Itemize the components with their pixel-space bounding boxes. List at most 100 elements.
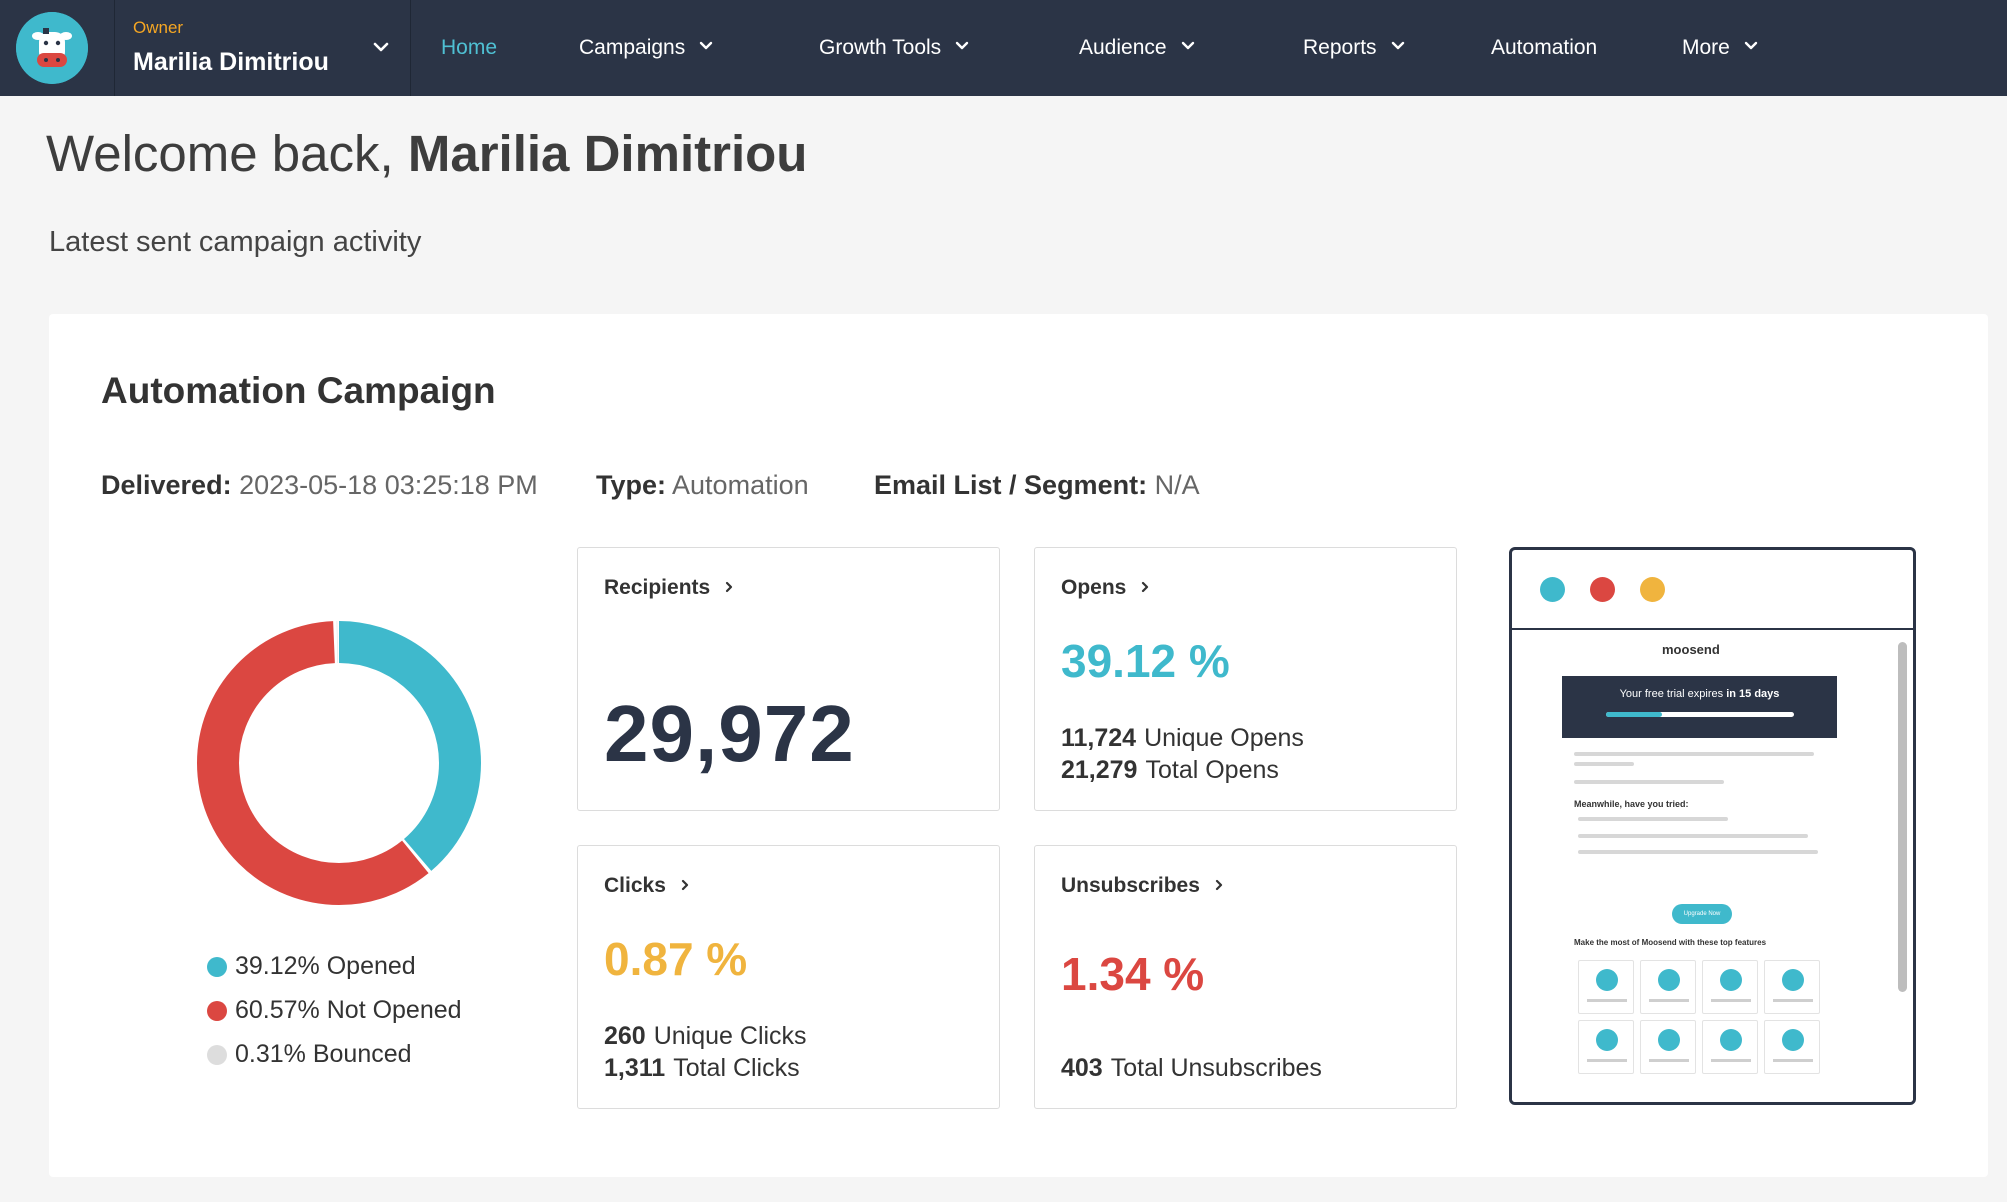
feature-tile xyxy=(1640,1020,1696,1074)
feature-tile xyxy=(1702,960,1758,1014)
unique-opens: 11,724 Unique Opens xyxy=(1061,724,1304,753)
feature-icon xyxy=(1658,1029,1680,1051)
unsubscribes-percent: 1.34 % xyxy=(1061,948,1205,1000)
text-line xyxy=(1574,762,1634,766)
unsubscribes-stat-card: Unsubscribes 1.34 % 403 Total Unsubscribe… xyxy=(1034,845,1457,1109)
feature-tile xyxy=(1578,1020,1634,1074)
total-clicks-num: 1,311 xyxy=(604,1054,666,1082)
chevron-down-icon xyxy=(700,42,713,50)
trial-banner: Your free trial expires in 15 days xyxy=(1562,676,1837,738)
nav-audience-label: Audience xyxy=(1079,36,1167,59)
recipients-title: Recipients xyxy=(604,576,711,599)
chevron-right-icon xyxy=(726,581,733,593)
unique-clicks-num: 260 xyxy=(604,1022,646,1050)
opens-title-link[interactable]: Opens xyxy=(1061,576,1152,600)
type-label: Type: xyxy=(596,470,667,500)
nav-more[interactable]: More xyxy=(1682,0,1760,96)
preview-window-titlebar xyxy=(1512,550,1913,630)
nav-home[interactable]: Home xyxy=(441,0,497,96)
feature-icon xyxy=(1782,1029,1804,1051)
unique-clicks-label: Unique Clicks xyxy=(653,1022,807,1050)
opens-donut-chart xyxy=(197,621,481,905)
recipients-count: 29,972 xyxy=(604,689,855,778)
campaign-card: Automation Campaign Delivered: 2023-05-1… xyxy=(49,314,1988,1177)
total-clicks-label: Total Clicks xyxy=(673,1054,800,1082)
recipients-stat-card: Recipients 29,972 xyxy=(577,547,1000,811)
nav-reports-label: Reports xyxy=(1303,36,1377,59)
feature-icon xyxy=(1782,969,1804,991)
nav-home-label: Home xyxy=(441,36,498,59)
total-opens-label: Total Opens xyxy=(1145,756,1279,784)
trial-banner-bold: in 15 days xyxy=(1726,688,1780,700)
window-dot-teal xyxy=(1540,577,1565,602)
chevron-right-icon xyxy=(1215,879,1222,891)
recipients-title-link[interactable]: Recipients xyxy=(604,576,736,600)
preview-scrollbar[interactable] xyxy=(1898,642,1907,992)
chevron-down-icon xyxy=(373,42,389,52)
total-opens: 21,279 Total Opens xyxy=(1061,756,1279,785)
cow-logo-icon xyxy=(16,12,88,84)
feature-tile xyxy=(1702,1020,1758,1074)
trial-banner-prefix: Your free trial expires xyxy=(1619,688,1724,700)
chevron-down-icon xyxy=(1744,42,1758,50)
unsubscribes-title-link[interactable]: Unsubscribes xyxy=(1061,874,1226,898)
email-preview-window[interactable]: moosend Your free trial expires in 15 da… xyxy=(1509,547,1916,1105)
delivered-label: Delivered: xyxy=(101,470,232,500)
chevron-down-icon xyxy=(955,42,969,50)
moosend-logo: moosend xyxy=(1662,642,1720,657)
total-clicks: 1,311 Total Clicks xyxy=(604,1054,800,1083)
opens-title: Opens xyxy=(1061,576,1127,599)
account-avatar[interactable] xyxy=(16,12,88,84)
nav-growth-tools-label: Growth Tools xyxy=(819,36,942,59)
owner-role-label: Owner xyxy=(133,18,184,37)
clicks-percent: 0.87 % xyxy=(604,933,748,985)
top-navigation-bar: Owner Marilia Dimitriou Home Campaigns G… xyxy=(0,0,2007,96)
slice-opened xyxy=(197,621,481,905)
nav-automation[interactable]: Automation xyxy=(1491,0,1597,96)
list-meta: Email List / Segment: N/A xyxy=(874,470,1200,501)
opens-stat-card: Opens 39.12 % 11,724 Unique Opens 21,279 T… xyxy=(1034,547,1457,811)
chevron-down-icon xyxy=(1391,42,1404,50)
chevron-down-icon xyxy=(1181,42,1194,50)
trial-progress-bar xyxy=(1606,712,1794,717)
owner-name: Marilia Dimitriou xyxy=(133,48,329,76)
email-section-heading: Meanwhile, have you tried: xyxy=(1574,799,1689,809)
total-opens-num: 21,279 xyxy=(1061,756,1138,784)
feature-tile xyxy=(1578,960,1634,1014)
text-line xyxy=(1578,850,1818,854)
feature-tile xyxy=(1764,960,1820,1014)
features-heading: Make the most of Moosend with these top … xyxy=(1574,938,1767,947)
legend-label-opened: 39.12% Opened xyxy=(235,952,416,980)
nav-reports[interactable]: Reports xyxy=(1303,0,1407,96)
welcome-heading: Welcome back, Marilia Dimitriou xyxy=(46,124,807,183)
trial-progress-fill xyxy=(1606,712,1663,717)
feature-icon xyxy=(1596,969,1618,991)
text-line xyxy=(1578,834,1808,838)
upgrade-now-button: Upgrade Now xyxy=(1672,904,1732,924)
email-preview-content: moosend Your free trial expires in 15 da… xyxy=(1512,632,1913,1102)
legend-label-not-opened: 60.57% Not Opened xyxy=(235,996,462,1024)
unsubscribes-title: Unsubscribes xyxy=(1061,874,1200,897)
window-dot-red xyxy=(1590,577,1615,602)
nav-more-label: More xyxy=(1682,36,1730,59)
type-value: Automation xyxy=(672,470,809,500)
delivered-meta: Delivered: 2023-05-18 03:25:18 PM xyxy=(101,470,538,501)
legend-label-bounced: 0.31% Bounced xyxy=(235,1040,412,1068)
campaign-title: Automation Campaign xyxy=(101,370,496,411)
feature-icon xyxy=(1658,969,1680,991)
unique-opens-num: 11,724 xyxy=(1061,724,1137,752)
nav-campaigns[interactable]: Campaigns xyxy=(579,0,715,96)
feature-tile xyxy=(1764,1020,1820,1074)
feature-icon xyxy=(1720,1029,1742,1051)
nav-growth-tools[interactable]: Growth Tools xyxy=(819,0,971,96)
clicks-title-link[interactable]: Clicks xyxy=(604,874,692,898)
section-subtitle: Latest sent campaign activity xyxy=(49,226,422,258)
unique-opens-label: Unique Opens xyxy=(1144,724,1304,752)
owner-switcher[interactable]: Owner Marilia Dimitriou xyxy=(114,0,411,96)
chevron-right-icon xyxy=(1142,581,1149,593)
nav-automation-label: Automation xyxy=(1491,36,1598,59)
nav-campaigns-label: Campaigns xyxy=(579,36,686,59)
nav-audience[interactable]: Audience xyxy=(1079,0,1197,96)
chevron-right-icon xyxy=(681,879,688,891)
trial-banner-text: Your free trial expires in 15 days xyxy=(1562,688,1837,700)
